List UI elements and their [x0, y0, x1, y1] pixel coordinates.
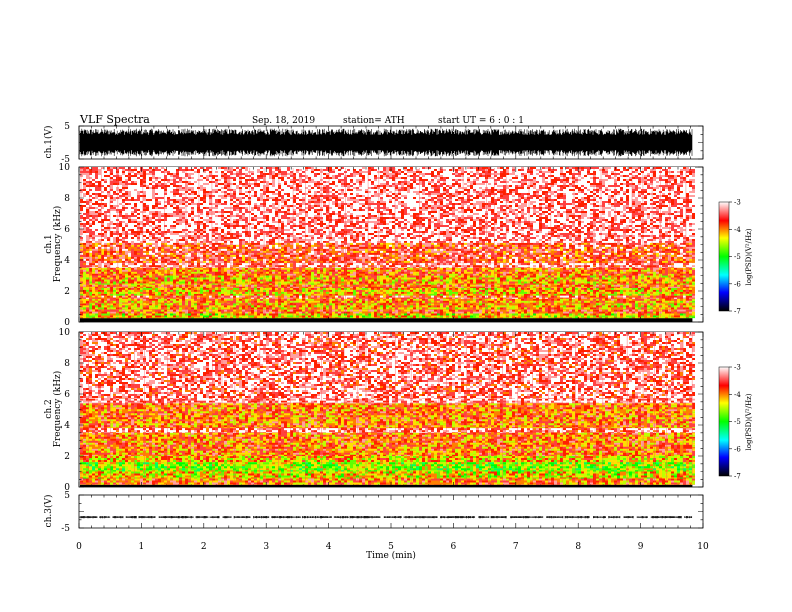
x-tick-label: 2	[201, 542, 207, 552]
ch1-y-tick-label: 2	[64, 287, 70, 297]
ch3-waveform-y-tick-label: 5	[64, 491, 70, 501]
ch3-waveform-trace	[79, 516, 693, 519]
colorbar-tick-label: -4	[734, 226, 741, 234]
ch1-colorbar: log(PSD)(V²/Hz) -3 -4 -5 -6 -7	[718, 199, 753, 316]
date-label: Sep. 18, 2019	[252, 116, 315, 126]
x-tick-label: 9	[638, 542, 644, 552]
ch2-psd-cells-9	[80, 332, 695, 433]
ch1-psd-cells-4	[80, 242, 695, 319]
colorbar-tick-label: -5	[734, 418, 741, 426]
x-tick-label: 3	[263, 542, 269, 552]
ch1-y-tick-label: 10	[59, 163, 71, 173]
ch2-psd-cells-2	[80, 332, 695, 485]
ch1-y-tick-label: 4	[64, 256, 70, 266]
x-ticks	[78, 126, 704, 528]
x-tick-label: 8	[575, 542, 581, 552]
colorbar-tick-label: -4	[734, 391, 741, 399]
x-tick-label: 7	[513, 542, 519, 552]
ch2-spectrogram-channel-label: ch.2	[44, 399, 54, 418]
ch3-waveform-y-tick-label: -5	[61, 524, 70, 534]
start-time-label: start UT = 6 : 0 : 1	[438, 116, 524, 126]
x-tick-label: 4	[326, 542, 332, 552]
ch3-waveform	[79, 516, 693, 519]
x-tick-label: 1	[139, 542, 145, 552]
colorbar-tick-label: -3	[734, 364, 741, 372]
ch2-y-tick-label: 6	[64, 390, 70, 400]
ch1-y-tick-label: 6	[64, 225, 70, 235]
figure-title: VLF Spectra	[79, 113, 150, 126]
ch1-band-0	[80, 318, 693, 322]
ch2-colorbar-bar	[718, 366, 730, 477]
ch1-y-tick-label: 8	[64, 194, 70, 204]
colorbar-tick-label: -7	[734, 473, 741, 481]
ch1-waveform-y-tick-label: 5	[64, 122, 70, 132]
ch1-sferic-streaks	[80, 168, 687, 318]
ch1-spectrogram-channel-label: ch.1	[44, 234, 54, 253]
x-tick-label: 0	[76, 542, 82, 552]
ch2-psd-cells-7	[80, 462, 686, 479]
ch1-spectrogram	[80, 167, 695, 322]
ch2-psd-cells-0	[80, 332, 695, 485]
colorbar-tick-label: -5	[734, 253, 741, 261]
ch2-psd-cells-3	[80, 332, 695, 485]
x-tick-label: 5	[388, 542, 394, 552]
ch1-spectrogram-ylabel: Frequency (kHz)	[52, 206, 63, 283]
ch2-psd-cells-8	[86, 462, 692, 472]
ch3-waveform-ylabel: ch.3(V)	[43, 495, 54, 528]
ch2-psd-cells-4	[80, 403, 695, 485]
ch1-colorbar-bar	[718, 201, 730, 312]
ch1-psd-cells-3	[80, 267, 695, 319]
ch2-y-ticks	[79, 331, 703, 488]
ch1-colorbar-label: log(PSD)(V²/Hz)	[745, 228, 753, 285]
x-tick-label: 10	[697, 542, 709, 552]
ch2-spectrogram	[80, 332, 695, 487]
x-tick-label: 6	[451, 542, 457, 552]
ch2-y-tick-label: 4	[64, 421, 70, 431]
ch1-psd-cells-2	[80, 275, 695, 319]
ch2-spectrogram-ylabel: Frequency (kHz)	[52, 371, 63, 448]
ch2-y-tick-label: 2	[64, 452, 70, 462]
ch2-psd-cells-1	[80, 332, 695, 485]
x-axis-title: Time (min)	[366, 550, 416, 561]
colorbar-tick-label: -3	[734, 199, 741, 207]
colorbar-tick-label: -7	[734, 308, 741, 316]
colorbar-tick-label: -6	[734, 280, 741, 288]
ch2-y-tick-label: 0	[64, 483, 70, 493]
ch1-psd-cells-5	[116, 313, 695, 319]
ch3-waveform-y-ticks	[79, 494, 703, 529]
colorbar-tick-label: -6	[734, 445, 741, 453]
ch2-colorbar-label: log(PSD)(V²/Hz)	[745, 393, 753, 450]
ch2-psd-cells-6	[80, 456, 695, 479]
ch2-y-tick-label: 8	[64, 359, 70, 369]
station-label: station= ATH	[343, 116, 405, 126]
ch1-waveform	[79, 128, 693, 157]
ch1-psd-cells-8	[80, 167, 695, 299]
ch1-waveform-trace	[79, 128, 693, 157]
ch2-sferic-streaks	[80, 333, 693, 483]
ch2-y-tick-label: 10	[59, 328, 71, 338]
ch1-psd-cells-0	[80, 167, 695, 319]
ch1-psd-cells-1	[80, 242, 695, 319]
ch2-colorbar: log(PSD)(V²/Hz) -3 -4 -5 -6 -7	[718, 364, 753, 481]
ch1-y-tick-label: 0	[64, 318, 70, 328]
ch1-waveform-y-ticks	[79, 125, 703, 160]
ch2-psd-cells-5	[80, 403, 695, 485]
ch1-y-ticks	[79, 166, 703, 323]
ch1-waveform-ylabel: ch.1(V)	[43, 126, 54, 159]
ch1-waveform-y-tick-label: -5	[61, 155, 70, 165]
ch2-band-0	[80, 484, 693, 487]
